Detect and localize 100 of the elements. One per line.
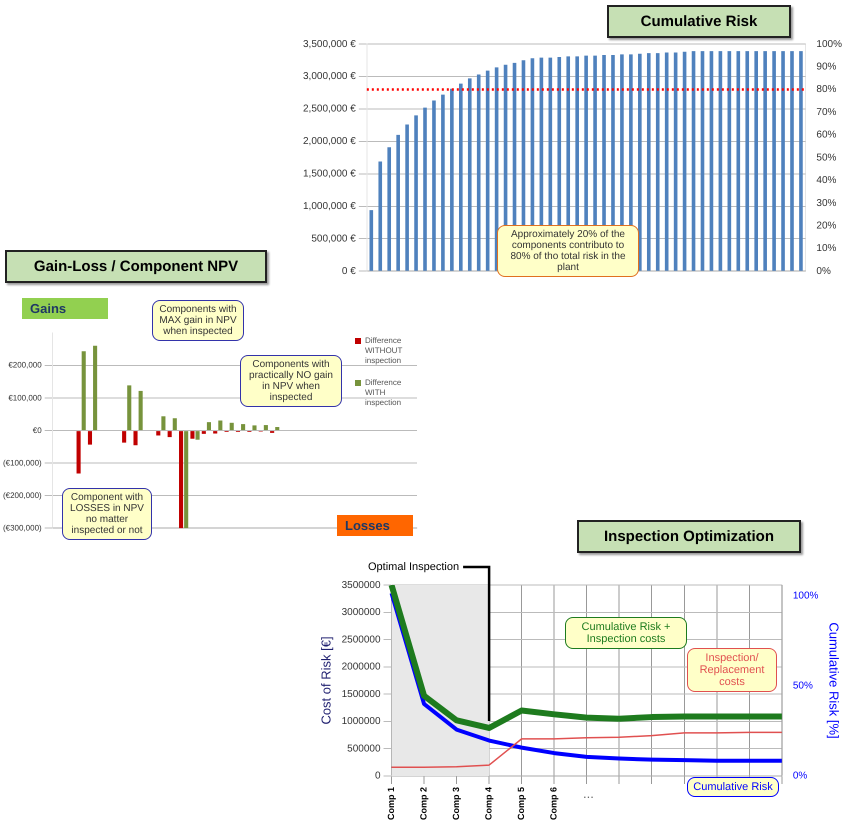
y-tick-label: 0 € (342, 266, 356, 277)
bar (82, 351, 86, 430)
bar (275, 427, 280, 430)
chart-title: Inspection Optimization (577, 520, 801, 553)
annotation: Component with LOSSES in NPV no matter inspected or not (62, 488, 152, 540)
bar (202, 431, 206, 434)
legend-label: Difference WITHOUT inspection (365, 336, 402, 366)
x-tick-label: Comp 1 (386, 786, 396, 820)
bar (378, 161, 382, 271)
text: Cumulative Risk + Inspection costs (565, 617, 687, 649)
y2-tick-label: 70% (816, 106, 837, 118)
bar (459, 84, 463, 271)
y-tick-label: 500,000 € (311, 233, 356, 244)
bar (763, 51, 767, 271)
bar (127, 385, 132, 430)
bar (213, 431, 218, 434)
text: Gains (22, 298, 108, 319)
x-tick-label: Comp 5 (516, 786, 526, 820)
bar (700, 51, 704, 271)
bar (781, 51, 785, 271)
x-tick-label: Comp 4 (484, 786, 494, 820)
bar (441, 94, 445, 271)
bar (122, 431, 126, 443)
bar (230, 422, 234, 430)
bar (486, 70, 490, 271)
y2-axis-title: Cumulative Risk [%] (826, 622, 842, 739)
ref-line-label: Optimal Inspection (368, 561, 460, 574)
y2-tick-label: 50% (792, 680, 813, 692)
bar (745, 51, 750, 271)
y2-tick-label: 10% (816, 243, 837, 254)
bar (396, 134, 400, 271)
y-tick-label: 3500000 (342, 580, 381, 591)
bar (674, 52, 678, 271)
bar (664, 52, 668, 271)
bar (264, 425, 268, 430)
y-tick-label: 1,000,000 € (303, 201, 356, 212)
bar (156, 431, 160, 436)
y-tick-label: 0 (374, 770, 381, 782)
series-label: Cumulative Risk (687, 777, 779, 797)
bar (190, 431, 194, 439)
bar (133, 431, 138, 446)
y-tick-label: 3,500,000 € (303, 38, 356, 50)
y-tick-label: 500000 (347, 743, 381, 754)
bar (168, 431, 172, 438)
text: Inspection/ Replacement costs (687, 648, 777, 692)
y-tick-label: 3,000,000 € (303, 71, 356, 82)
bar (76, 431, 81, 474)
x-tick-label: Comp 6 (548, 786, 559, 820)
bar (138, 390, 143, 430)
y-tick-label: 2,000,000 € (303, 136, 356, 148)
y2-tick-label: 60% (816, 130, 837, 141)
bar (218, 420, 222, 430)
bar (736, 51, 740, 271)
bar (682, 52, 686, 271)
bar (88, 431, 92, 445)
y-tick-label: (€300,000) (2, 523, 42, 532)
bar (369, 210, 374, 271)
bar (93, 346, 98, 430)
y2-tick-label: 30% (816, 198, 837, 209)
bar (241, 424, 246, 430)
bar (206, 422, 211, 430)
bar (790, 51, 794, 271)
annotation: Approximately 20% of the components contributo to 80% of tho total risk in the plant (497, 225, 639, 277)
annotation: Losses (337, 515, 413, 536)
y-tick-label: (€200,000) (2, 490, 42, 500)
annotation: Components with MAX gain in NPV when inspected (152, 300, 244, 341)
y-tick-label: €0 (32, 426, 42, 435)
bar (772, 51, 776, 271)
x-tick-label: Comp 3 (451, 786, 462, 820)
bar (414, 115, 418, 271)
y-tick-label: €200,000 (8, 360, 42, 370)
y2-tick-label: 100% (792, 590, 819, 602)
chart-title: Gain-Loss / Component NPV (5, 250, 267, 283)
bar (405, 124, 409, 271)
y-tick-label: 1000000 (342, 716, 381, 728)
y2-tick-label: 80% (816, 84, 837, 96)
y2-tick-label: 20% (816, 220, 837, 232)
y2-tick-label: 40% (816, 175, 837, 186)
y-tick-label: 1500000 (342, 688, 381, 700)
chart-title: Cumulative Risk (607, 5, 791, 38)
y2-tick-label: 0% (816, 266, 831, 277)
bar (728, 51, 732, 271)
text: ... (583, 786, 595, 801)
bar (799, 51, 803, 271)
bar (646, 53, 651, 271)
bar (161, 416, 166, 430)
bar (656, 53, 660, 271)
y-tick-label: 2500000 (342, 634, 381, 646)
y-axis-title: Cost of Risk [€] (318, 636, 334, 725)
y-tick-label: 2,500,000 € (303, 104, 356, 115)
bar (692, 51, 696, 271)
bar (450, 88, 454, 271)
bar (638, 54, 642, 271)
bar (179, 431, 184, 528)
y-tick-label: (€100,000) (2, 458, 42, 468)
bar (476, 74, 481, 271)
bar (718, 51, 722, 271)
bar (432, 100, 436, 271)
y2-tick-label: 90% (816, 61, 837, 72)
x-tick-label: Comp 2 (418, 786, 429, 820)
